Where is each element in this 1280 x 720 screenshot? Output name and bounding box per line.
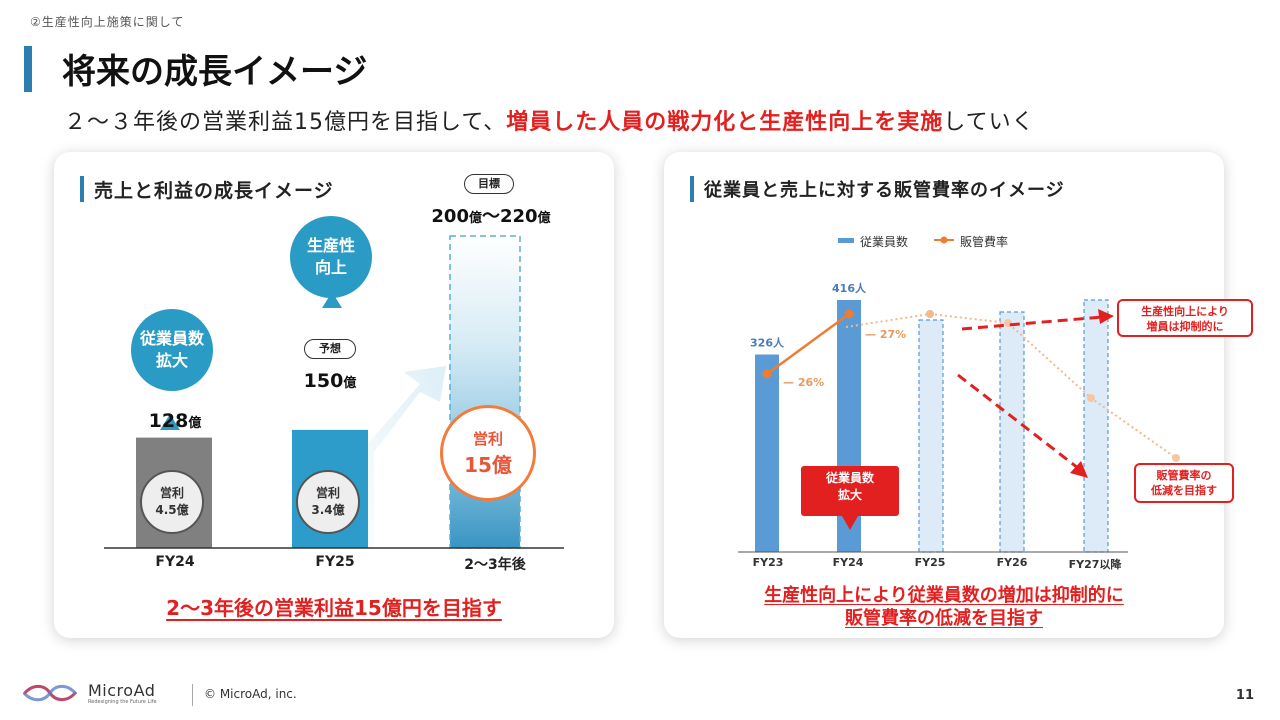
profit-target-label: 営利 — [472, 430, 503, 448]
employee-bar-FY27以降 — [1083, 299, 1109, 553]
box-reduce-sga: 販管費率の 低減を目指す — [1134, 463, 1234, 503]
title-accent-bar — [24, 46, 32, 92]
category-fy25: FY25 — [315, 554, 355, 570]
right-conclusion: 生産性向上により従業員数の増加は抑制的に 販管費率の低減を目指す — [664, 584, 1224, 631]
right-conclusion-line2: 販管費率の低減を目指す — [845, 608, 1043, 630]
bubble-pointer-fy25 — [322, 292, 342, 308]
right-conclusion-line1: 生産性向上により従業員数の増加は抑制的に — [764, 585, 1124, 606]
growth-arrow — [364, 366, 446, 548]
arrow-lower-head — [1070, 461, 1088, 478]
employee-bar-FY26 — [999, 311, 1025, 553]
sga-panel: 従業員と売上に対する販管費率のイメージ 従業員数 販管費率 — 26% — 27%… — [664, 152, 1253, 638]
category-fy23: FY23 — [752, 556, 784, 569]
category-target: 2～3年後 — [464, 557, 526, 573]
bubble-employee-growth: 従業員数 拡大 — [131, 309, 213, 391]
arrow-lower-line — [957, 373, 1079, 470]
employee-bar-FY23 — [755, 354, 779, 552]
brand-tagline: Redesigning the Future Life — [88, 699, 157, 705]
ratio-projection-point-fy26 — [1087, 394, 1095, 402]
employee-label-FY24: 416人 — [832, 281, 867, 295]
arrow-upper-head — [1098, 309, 1114, 324]
panel-title-bar — [690, 176, 694, 202]
bubble-productivity: 生産性 向上 — [290, 216, 372, 298]
subtitle-tail: していく — [943, 110, 1035, 135]
profit-circle-fy24: 営利 4.5億 — [140, 470, 204, 534]
legend-marker-ratio — [940, 236, 948, 244]
left-conclusion: 2～3年後の営業利益15億円を目指す — [166, 596, 502, 620]
page-number: 11 — [1235, 688, 1254, 703]
footer-divider — [192, 684, 193, 706]
arrow-upper-line — [961, 315, 1103, 331]
pill-target: 目標 — [464, 174, 514, 194]
employee-label-FY23: 326人 — [750, 336, 785, 350]
copyright: © MicroAd, inc. — [204, 687, 297, 701]
profit-circle-fy25: 営利 3.4億 — [296, 470, 360, 534]
profit-target-value: 15億 — [464, 453, 512, 477]
subtitle-highlight: 増員した人員の戦力化と生産性向上を実施 — [506, 110, 944, 135]
ratio-line — [766, 312, 850, 376]
ratio-projection-point-fy27 — [1172, 454, 1180, 462]
category-fy24: FY24 — [155, 554, 195, 570]
page-title: 将来の成長イメージ — [62, 52, 368, 92]
ratio-point-FY24 — [844, 309, 854, 319]
value-target: 200億～220億 — [431, 206, 551, 227]
callout-employee-growth: 従業員数 拡大 — [825, 471, 874, 503]
ratio-point-FY23 — [762, 369, 772, 379]
section-label: ②生産性向上施策に関して — [30, 15, 185, 29]
ratio-label-FY24: — 27% — [865, 328, 906, 341]
employee-bar-FY25 — [918, 319, 944, 553]
brand-name: MicroAd — [88, 681, 156, 700]
callout-box — [801, 466, 899, 516]
subtitle-plain: ２～３年後の営業利益15億円を目指して、 — [64, 110, 507, 135]
box-suppress-hiring: 生産性向上により 増員は抑制的に — [1117, 299, 1253, 337]
category-fy26: FY26 — [996, 556, 1028, 569]
category-fy24: FY24 — [832, 556, 864, 569]
category-fy25: FY25 — [914, 556, 946, 569]
ratio-projection-point-fy24 — [926, 310, 934, 318]
left-conclusion-wrap: 2～3年後の営業利益15億円を目指す — [54, 592, 614, 621]
pill-forecast: 予想 — [304, 339, 356, 359]
legend-label-employees: 従業員数 — [860, 234, 908, 249]
legend-label-ratio: 販管費率 — [960, 234, 1008, 249]
revenue-profit-panel: 売上と利益の成長イメージ 従業員数 拡大 生産性 向上 128億 予想 150億… — [54, 152, 614, 638]
bar-target — [449, 235, 521, 549]
bubble-pointer-fy24 — [160, 414, 180, 430]
legend-swatch-employees — [838, 238, 854, 243]
category-fy27: FY27以降 — [1068, 558, 1122, 571]
value-fy25: 150億 — [303, 370, 357, 392]
microad-logo-icon — [22, 684, 78, 702]
value-fy24: 128億 — [148, 410, 202, 432]
panel-title: 従業員と売上に対する販管費率のイメージ — [704, 180, 1065, 201]
page-subtitle: ２～３年後の営業利益15億円を目指して、増員した人員の戦力化と生産性向上を実施し… — [64, 104, 1035, 136]
panel-title-bar — [80, 176, 84, 202]
panel-title: 売上と利益の成長イメージ — [94, 180, 334, 202]
profit-circle-target: 営利 15億 — [440, 405, 536, 501]
callout-pointer — [842, 516, 858, 530]
sga-chart: 従業員数 販管費率 — 26% — 27% 326人 416人 — [738, 234, 1180, 553]
ratio-projection-line — [845, 312, 1177, 459]
ratio-label-FY23: — 26% — [783, 376, 824, 389]
